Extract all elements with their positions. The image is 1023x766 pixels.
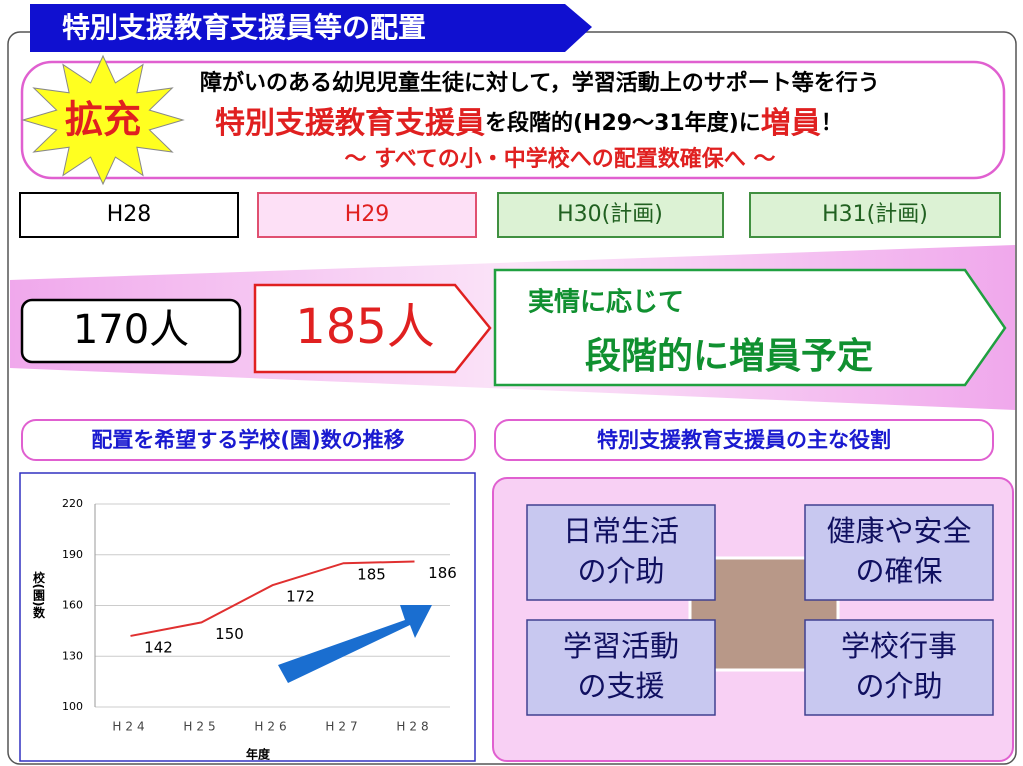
page: {"header": {"title": "特別支援教育支援員等の配置"}, "…	[0, 0, 1023, 766]
data-label: 172	[286, 588, 315, 606]
role-text: 健康や安全	[826, 514, 971, 548]
title: 特別支援教育支援員等の配置	[62, 11, 426, 44]
text: ！	[821, 111, 843, 136]
y-tick-label: 160	[62, 599, 83, 612]
staff-count: 170人	[73, 307, 189, 353]
year-label: H29	[345, 202, 390, 227]
summary-line: 障がいのある幼児児童生徒に対して，学習活動上のサポート等を行う	[200, 70, 880, 96]
x-tick-label: H26	[254, 720, 290, 734]
staff-count: 185人	[295, 299, 435, 355]
slide: 特別支援教育支援員等の配置 拡充 障がいのある幼児児童生徒に対して，学習活動上の…	[0, 0, 1023, 766]
role-text: 学校行事	[841, 629, 957, 663]
y-tick-label: 220	[62, 497, 83, 510]
data-label: 186	[428, 564, 457, 582]
data-label: 150	[215, 625, 244, 643]
x-tick-label: H28	[396, 720, 432, 734]
summary-line: ～ すべての小・中学校への配置数確保へ ～	[345, 146, 776, 172]
data-label: 185	[357, 566, 386, 584]
text: を段階的(H29～31年度)に	[485, 110, 761, 136]
y-tick-label: 130	[62, 649, 83, 662]
role-text: 学習活動	[563, 629, 679, 663]
section-title: 配置を希望する学校(園)数の推移	[91, 428, 404, 452]
emphasis: 特別支援教育支援員	[215, 106, 485, 141]
section-title: 特別支援教育支援員の主な役割	[597, 428, 891, 452]
x-tick-label: H27	[325, 720, 361, 734]
role-text: の確保	[855, 554, 942, 588]
emphasis: 増員	[761, 106, 821, 141]
summary-line: 特別支援教育支援員を段階的(H29～31年度)に増員！	[215, 106, 843, 141]
plan-text: 実情に応じて	[528, 287, 684, 318]
data-label: 142	[144, 638, 173, 656]
x-tick-label: H24	[112, 720, 148, 734]
role-text: の介助	[855, 669, 942, 703]
plan-text: 段階的に増員予定	[585, 336, 873, 377]
year-label: H30(計画)	[557, 202, 663, 227]
year-label: H28	[107, 202, 152, 227]
x-axis-label: 年度	[246, 747, 271, 762]
x-tick-label: H25	[183, 720, 219, 734]
y-axis-label: 校(園)数	[32, 570, 46, 619]
role-text: の支援	[577, 669, 664, 703]
y-tick-label: 190	[62, 548, 83, 561]
badge: 拡充	[65, 98, 141, 142]
role-text: 日常生活	[563, 514, 679, 548]
year-label: H31(計画)	[822, 202, 928, 227]
role-text: の介助	[577, 554, 664, 588]
y-tick-label: 100	[62, 700, 83, 713]
